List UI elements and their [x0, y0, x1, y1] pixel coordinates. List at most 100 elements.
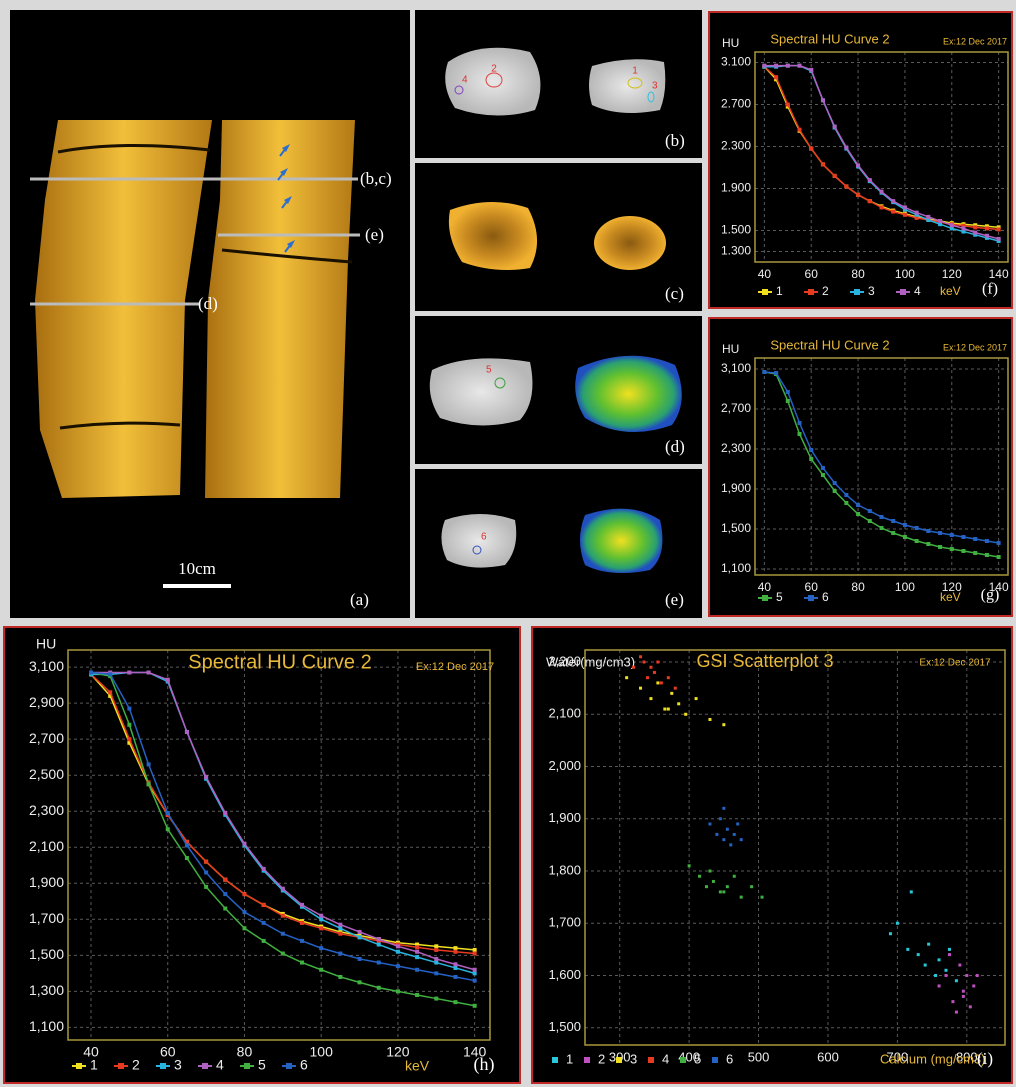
point — [358, 957, 362, 961]
point — [798, 64, 802, 68]
point — [708, 870, 711, 873]
point — [708, 822, 711, 825]
point — [674, 687, 677, 690]
point — [262, 939, 266, 943]
point — [938, 984, 941, 987]
point — [338, 975, 342, 979]
legend-label: 5 — [694, 1051, 701, 1066]
chart-subtitle: Ex:12 Dec 2017 — [919, 658, 991, 669]
y-tick-label: 2,100 — [548, 706, 581, 721]
x-tick-label: 60 — [805, 580, 819, 594]
point — [973, 537, 977, 541]
point — [415, 945, 419, 949]
y-tick-label: 1,500 — [29, 946, 64, 962]
point — [127, 737, 131, 741]
point — [774, 371, 778, 375]
y-tick-label: 2,300 — [721, 441, 751, 455]
point — [821, 466, 825, 470]
rock-map — [575, 356, 682, 432]
legend-label: 5 — [258, 1057, 266, 1073]
legend-label: 6 — [822, 590, 829, 604]
legend-marker — [286, 1063, 292, 1069]
point — [262, 903, 266, 907]
point — [319, 968, 323, 972]
point — [809, 147, 813, 151]
point — [973, 551, 977, 555]
y-tick-label: 1,900 — [29, 874, 64, 890]
point — [281, 932, 285, 936]
point — [844, 493, 848, 497]
point — [719, 890, 722, 893]
point — [653, 671, 656, 674]
point — [147, 671, 151, 675]
point — [809, 457, 813, 461]
legend-marker — [244, 1063, 250, 1069]
x-tick-label: 140 — [989, 267, 1009, 281]
point — [127, 671, 131, 675]
point — [300, 921, 304, 925]
chart-frame — [4, 627, 520, 1083]
point — [705, 885, 708, 888]
point — [821, 473, 825, 477]
point — [300, 961, 304, 965]
legend-label: 2 — [132, 1057, 140, 1073]
y-tick-label: 2,900 — [29, 694, 64, 710]
point — [434, 961, 438, 965]
panel-label: (h) — [474, 1054, 495, 1075]
x-tick-label: 500 — [748, 1049, 770, 1064]
point — [415, 950, 419, 954]
rock-slice — [430, 358, 533, 425]
point — [415, 955, 419, 959]
point — [688, 864, 691, 867]
point — [281, 952, 285, 956]
x-tick-label: 100 — [895, 580, 915, 594]
legend-label: 6 — [726, 1051, 733, 1066]
legend-label: 2 — [822, 284, 829, 298]
point — [223, 811, 227, 815]
point — [903, 205, 907, 209]
point — [733, 875, 736, 878]
x-tick-label: 100 — [310, 1044, 334, 1060]
legend-label: 1 — [776, 284, 783, 298]
point — [338, 932, 342, 936]
point — [997, 541, 1001, 545]
point — [844, 146, 848, 150]
legend-label: 2 — [598, 1051, 605, 1066]
point — [319, 926, 323, 930]
y-axis-label: HU — [722, 36, 739, 50]
y-axis-label: HU — [36, 636, 56, 652]
point — [762, 370, 766, 374]
point — [915, 539, 919, 543]
point — [889, 932, 892, 935]
point — [973, 231, 977, 235]
point — [962, 995, 965, 998]
y-tick-label: 2,700 — [721, 401, 751, 415]
point — [473, 971, 477, 975]
rock-slice — [594, 216, 666, 270]
point — [242, 910, 246, 914]
point — [358, 935, 362, 939]
point — [698, 875, 701, 878]
point — [377, 961, 381, 965]
point — [926, 215, 930, 219]
legend-marker — [854, 289, 860, 295]
roi-label: 5 — [486, 365, 492, 376]
y-axis-label: Water(mg/cm3) — [546, 654, 635, 669]
point — [377, 943, 381, 947]
point — [736, 822, 739, 825]
point — [396, 964, 400, 968]
point — [656, 681, 659, 684]
point — [972, 984, 975, 987]
point — [166, 827, 170, 831]
point — [833, 489, 837, 493]
point — [868, 509, 872, 513]
point — [917, 953, 920, 956]
x-tick-label: 60 — [805, 267, 819, 281]
point — [833, 481, 837, 485]
point — [338, 923, 342, 927]
chart-title: Spectral HU Curve 2 — [188, 651, 371, 673]
legend-label: 5 — [776, 590, 783, 604]
point — [856, 512, 860, 516]
point — [204, 870, 208, 874]
legend-marker — [712, 1057, 718, 1063]
